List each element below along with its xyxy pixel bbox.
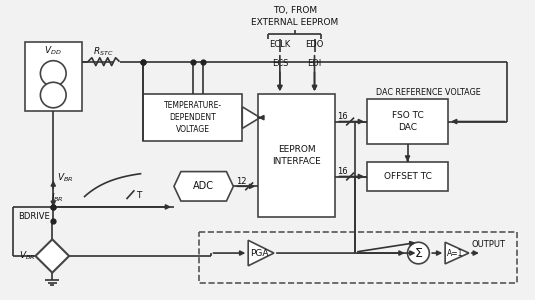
Text: ADC: ADC [193, 181, 214, 191]
Text: $V_{BR}$: $V_{BR}$ [57, 171, 73, 184]
Bar [367, 99, 448, 144]
Bar [258, 94, 335, 217]
Text: BDRIVE: BDRIVE [19, 212, 50, 221]
Circle shape [40, 61, 66, 86]
Text: 12: 12 [236, 177, 247, 186]
Text: ECS: ECS [272, 59, 288, 68]
Polygon shape [174, 172, 233, 201]
Bar [143, 94, 242, 141]
Text: PGA: PGA [250, 249, 269, 258]
Text: TO, FROM
EXTERNAL EEPROM: TO, FROM EXTERNAL EEPROM [251, 6, 338, 27]
Text: 16: 16 [337, 112, 348, 121]
Text: OFFSET TC: OFFSET TC [384, 172, 431, 181]
Bar [198, 232, 517, 284]
Text: $V_{BR}$: $V_{BR}$ [19, 250, 36, 262]
Polygon shape [242, 107, 260, 128]
Text: T: T [136, 190, 142, 200]
Text: EDI: EDI [308, 59, 322, 68]
Polygon shape [35, 239, 69, 273]
Bar [25, 42, 82, 111]
Text: EDO: EDO [305, 40, 324, 50]
Text: $\Sigma$: $\Sigma$ [414, 247, 423, 260]
Text: DAC REFERENCE VOLTAGE: DAC REFERENCE VOLTAGE [376, 88, 480, 97]
Text: $I_{BR}$: $I_{BR}$ [51, 192, 64, 204]
Circle shape [408, 242, 429, 264]
Text: $V_{DD}$: $V_{DD}$ [44, 45, 62, 57]
Text: 16: 16 [337, 167, 348, 176]
Text: OUTPUT: OUTPUT [472, 240, 506, 249]
Text: EEPROM
INTERFACE: EEPROM INTERFACE [272, 145, 321, 166]
Polygon shape [248, 240, 274, 266]
Text: ECLK: ECLK [269, 40, 291, 50]
Bar [367, 162, 448, 191]
Text: A=1: A=1 [447, 249, 463, 258]
Text: TEMPERATURE-
DEPENDENT
VOLTAGE: TEMPERATURE- DEPENDENT VOLTAGE [164, 101, 222, 134]
Polygon shape [445, 242, 469, 264]
Text: $R_{STC}$: $R_{STC}$ [94, 46, 114, 58]
Text: FSO TC
DAC: FSO TC DAC [392, 111, 423, 132]
Circle shape [40, 82, 66, 108]
